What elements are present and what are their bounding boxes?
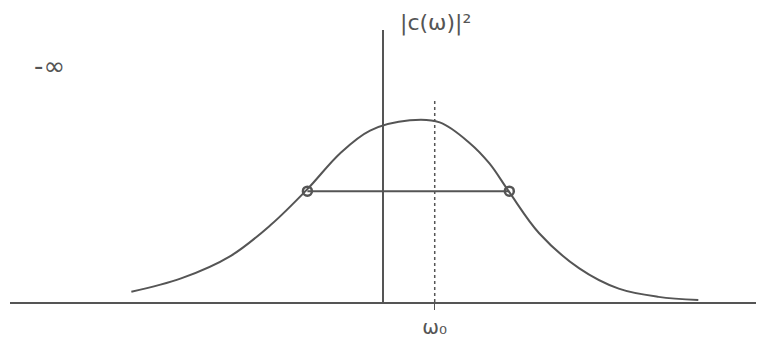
svg-text:-∞: -∞ <box>34 51 65 81</box>
svg-text:|c(ω)|²: |c(ω)|² <box>400 10 471 36</box>
svg-text:ω₀: ω₀ <box>422 315 447 339</box>
